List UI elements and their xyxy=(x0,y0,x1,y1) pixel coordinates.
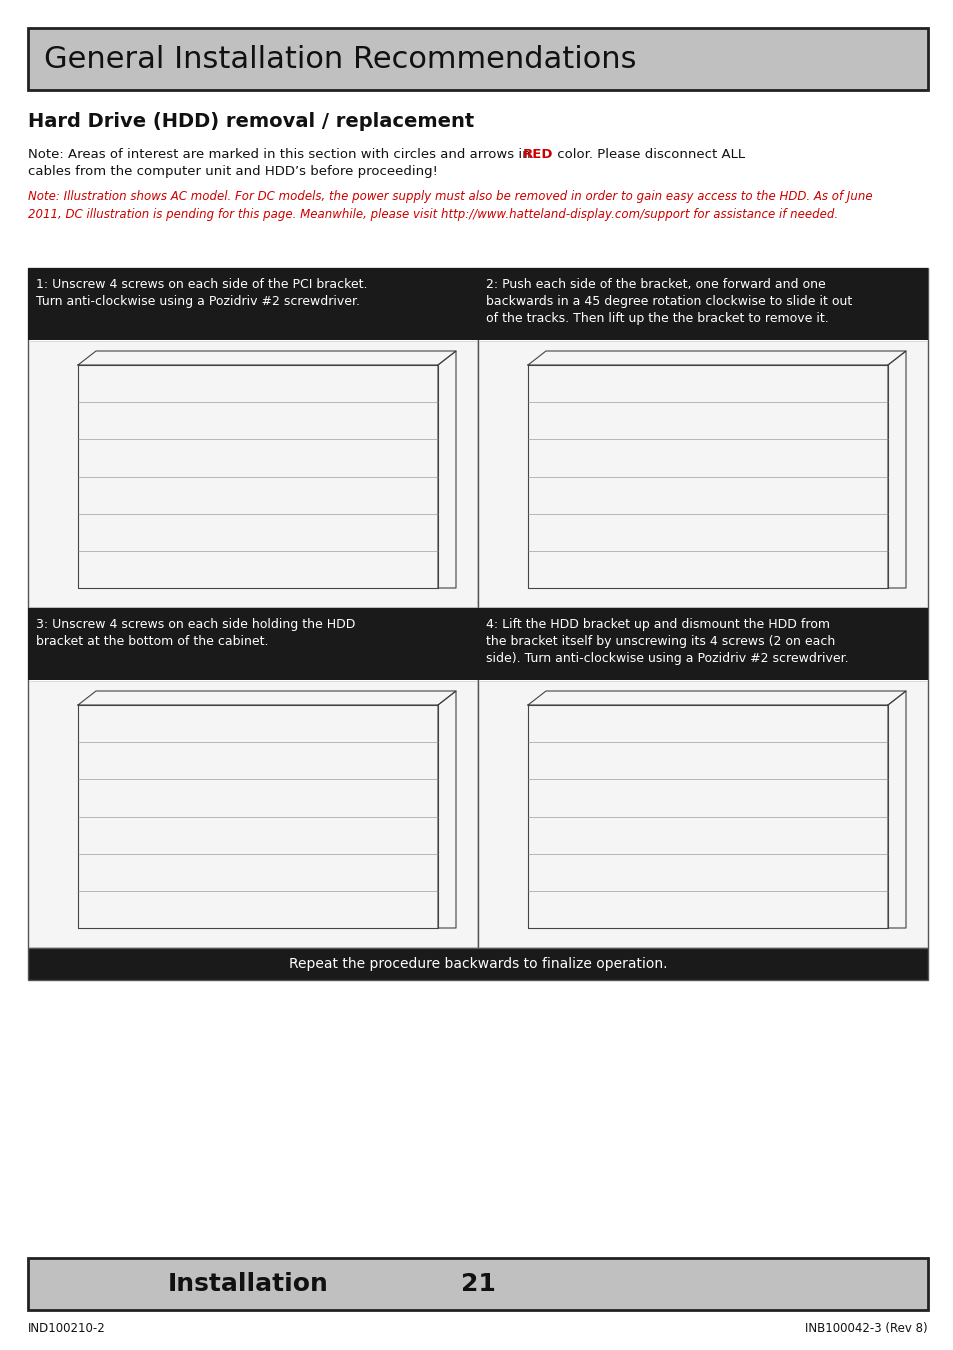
FancyBboxPatch shape xyxy=(29,680,476,946)
FancyBboxPatch shape xyxy=(28,608,477,680)
FancyBboxPatch shape xyxy=(28,948,927,980)
Text: General Installation Recommendations: General Installation Recommendations xyxy=(44,45,636,73)
Text: INB100042-3 (Rev 8): INB100042-3 (Rev 8) xyxy=(804,1322,927,1335)
FancyBboxPatch shape xyxy=(478,342,926,608)
FancyBboxPatch shape xyxy=(28,269,477,608)
Text: Note: Illustration shows AC model. For DC models, the power supply must also be : Note: Illustration shows AC model. For D… xyxy=(28,190,872,221)
FancyBboxPatch shape xyxy=(478,680,926,946)
Text: Note: Areas of interest are marked in this section with circles and arrows in: Note: Areas of interest are marked in th… xyxy=(28,148,535,161)
FancyBboxPatch shape xyxy=(28,269,477,340)
Text: Repeat the procedure backwards to finalize operation.: Repeat the procedure backwards to finali… xyxy=(289,957,666,971)
Text: 2: Push each side of the bracket, one forward and one
backwards in a 45 degree r: 2: Push each side of the bracket, one fo… xyxy=(485,278,851,325)
FancyBboxPatch shape xyxy=(477,269,927,608)
FancyBboxPatch shape xyxy=(28,1258,927,1310)
FancyBboxPatch shape xyxy=(477,608,927,948)
Text: 4: Lift the HDD bracket up and dismount the HDD from
the bracket itself by unscr: 4: Lift the HDD bracket up and dismount … xyxy=(485,618,848,666)
Text: Installation: Installation xyxy=(168,1272,328,1296)
Text: 21: 21 xyxy=(460,1272,495,1296)
Text: RED: RED xyxy=(522,148,553,161)
Text: 1: Unscrew 4 screws on each side of the PCI bracket.
Turn anti-clockwise using a: 1: Unscrew 4 screws on each side of the … xyxy=(36,278,367,308)
Text: Hard Drive (HDD) removal / replacement: Hard Drive (HDD) removal / replacement xyxy=(28,112,474,131)
FancyBboxPatch shape xyxy=(477,269,927,340)
Text: color. Please disconnect ALL: color. Please disconnect ALL xyxy=(553,148,744,161)
Text: cables from the computer unit and HDD’s before proceeding!: cables from the computer unit and HDD’s … xyxy=(28,165,437,178)
FancyBboxPatch shape xyxy=(28,28,927,90)
Text: IND100210-2: IND100210-2 xyxy=(28,1322,106,1335)
FancyBboxPatch shape xyxy=(477,608,927,680)
Text: 3: Unscrew 4 screws on each side holding the HDD
bracket at the bottom of the ca: 3: Unscrew 4 screws on each side holding… xyxy=(36,618,355,648)
FancyBboxPatch shape xyxy=(28,608,477,948)
FancyBboxPatch shape xyxy=(29,342,476,608)
